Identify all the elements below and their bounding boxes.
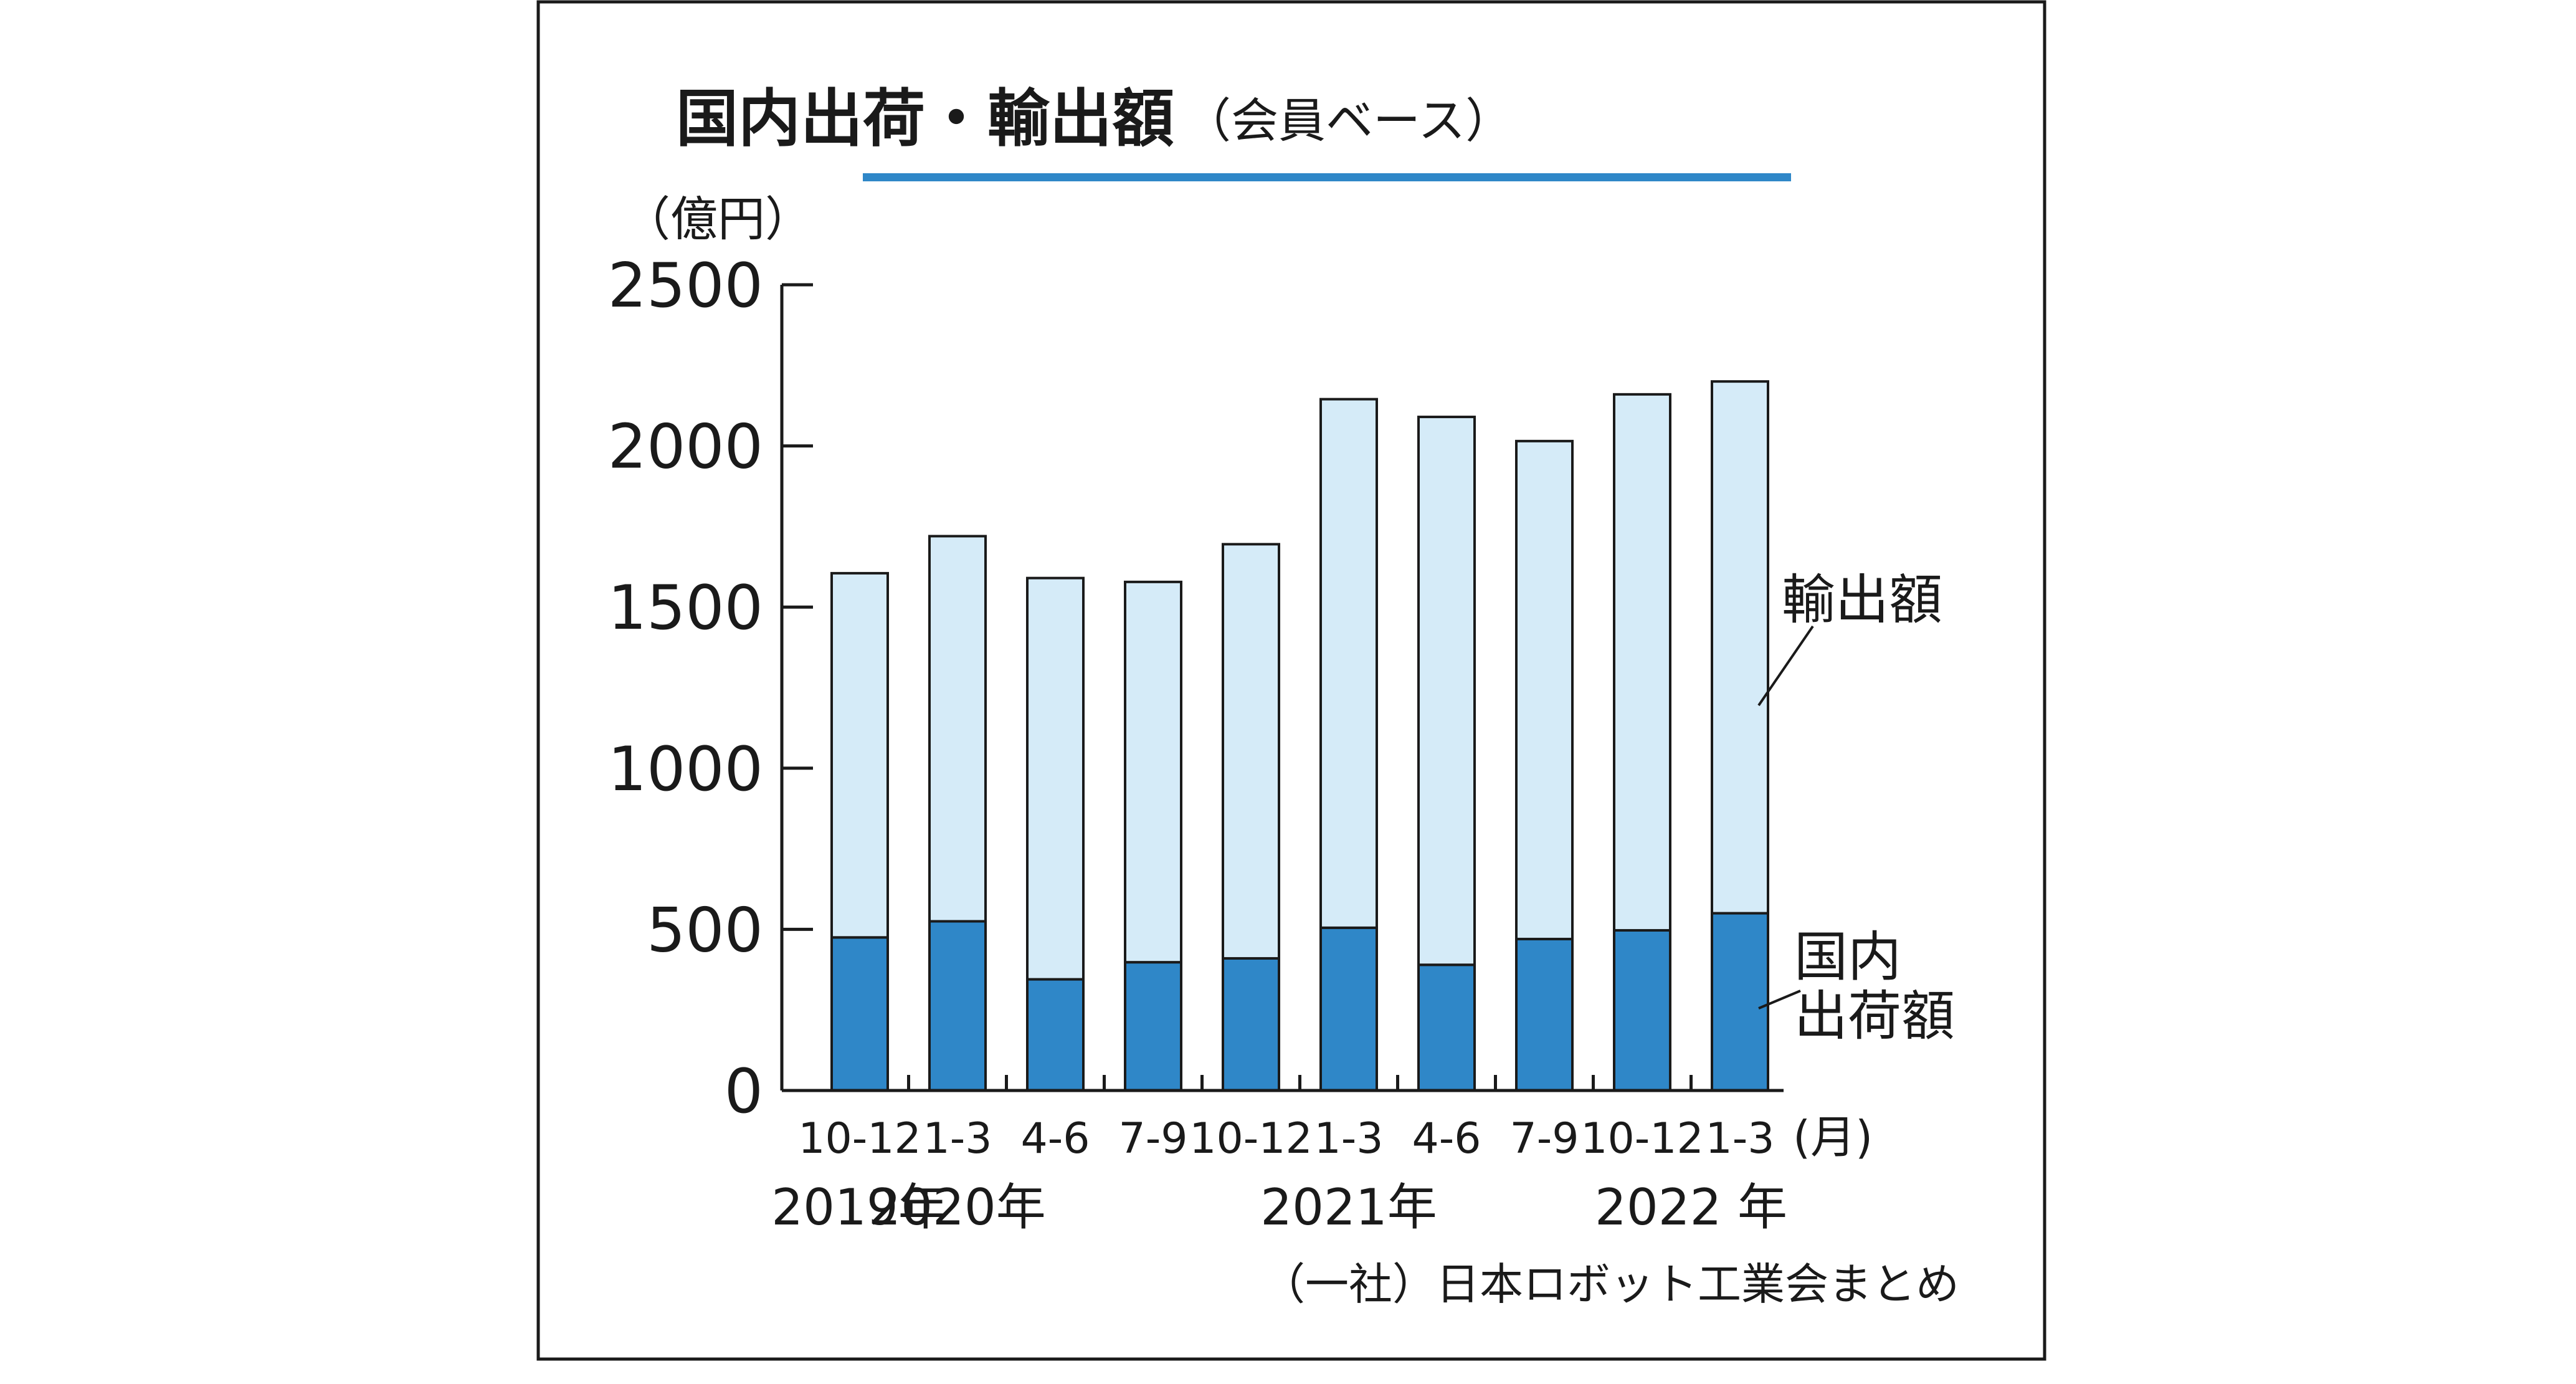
bar-domestic [1515,937,1574,1092]
year-label: 2019年 [771,1178,948,1236]
bar-domestic [928,920,987,1092]
bar-export [1222,543,1280,960]
y-tick-label: 500 [647,895,763,966]
bar-export [1613,393,1671,932]
bar-domestic [1417,963,1476,1092]
x-tick-label: 7-9 [1509,1114,1579,1163]
bar-export [1124,580,1182,964]
bar-domestic [1222,957,1280,1092]
export-leader-line [1757,625,1814,707]
bar-export [1026,576,1085,981]
bar-domestic [1319,926,1378,1092]
x-tick-label: 1-3 [1705,1114,1774,1163]
y-tick-label: 1500 [608,573,763,644]
title-underline [863,173,1791,181]
x-unit-label: (月) [1793,1111,1873,1163]
chart-title: 国内出荷・輸出額 [676,82,1174,155]
export-series-label: 輸出額 [1782,569,1942,631]
x-tick-label: 10-12 [1189,1114,1313,1163]
bar-domestic [1711,912,1769,1092]
bar-export [928,535,987,923]
x-tick-label: 4-6 [1412,1114,1481,1163]
bars [830,380,1769,1092]
y-axis-label: （億円） [623,191,812,247]
bar-export [1417,416,1476,966]
year-label: 2022 年 [1595,1178,1787,1236]
chart-frame [536,0,2046,1361]
x-tick-label: 4-6 [1020,1114,1090,1163]
y-tick-label: 1000 [608,734,763,805]
domestic-leader-line [1758,990,1801,1009]
x-tick-label: 10-12 [1580,1114,1704,1163]
y-tick-label: 0 [725,1056,763,1127]
bar-export [830,571,889,939]
bar-export [1515,439,1574,940]
y-tick-label: 2000 [608,412,763,483]
bar-export [1319,398,1378,929]
domestic-series-label: 出荷額 [1794,985,1955,1048]
bar-domestic [1124,961,1182,1092]
year-label: 2020年 [869,1178,1046,1236]
x-tick-label: 1-3 [923,1114,992,1163]
x-tick-label: 1-3 [1314,1114,1383,1163]
x-tick-label: 7-9 [1118,1114,1187,1163]
domestic-series-label: 国内 [1794,926,1901,988]
x-axis: 10-12 1-3 4-6 7-9 10-12 1-3 4-6 7-9 10-12 1-3 (月)2… [771,1075,1873,1236]
bar-domestic [1026,978,1085,1092]
bar-export [1711,380,1769,915]
bar-domestic [1613,928,1671,1092]
bar-domestic [830,936,889,1092]
source-note: （一社）日本ロボット工業会まとめ [1262,1259,1959,1310]
x-tick-label: 10-12 [798,1114,921,1163]
y-tick-label: 2500 [608,251,763,322]
chart-subtitle: （会員ベース） [1184,93,1513,148]
y-axis: 0 500 1000 1500 2000 2500 [608,251,813,1127]
year-label: 2021年 [1260,1178,1437,1236]
